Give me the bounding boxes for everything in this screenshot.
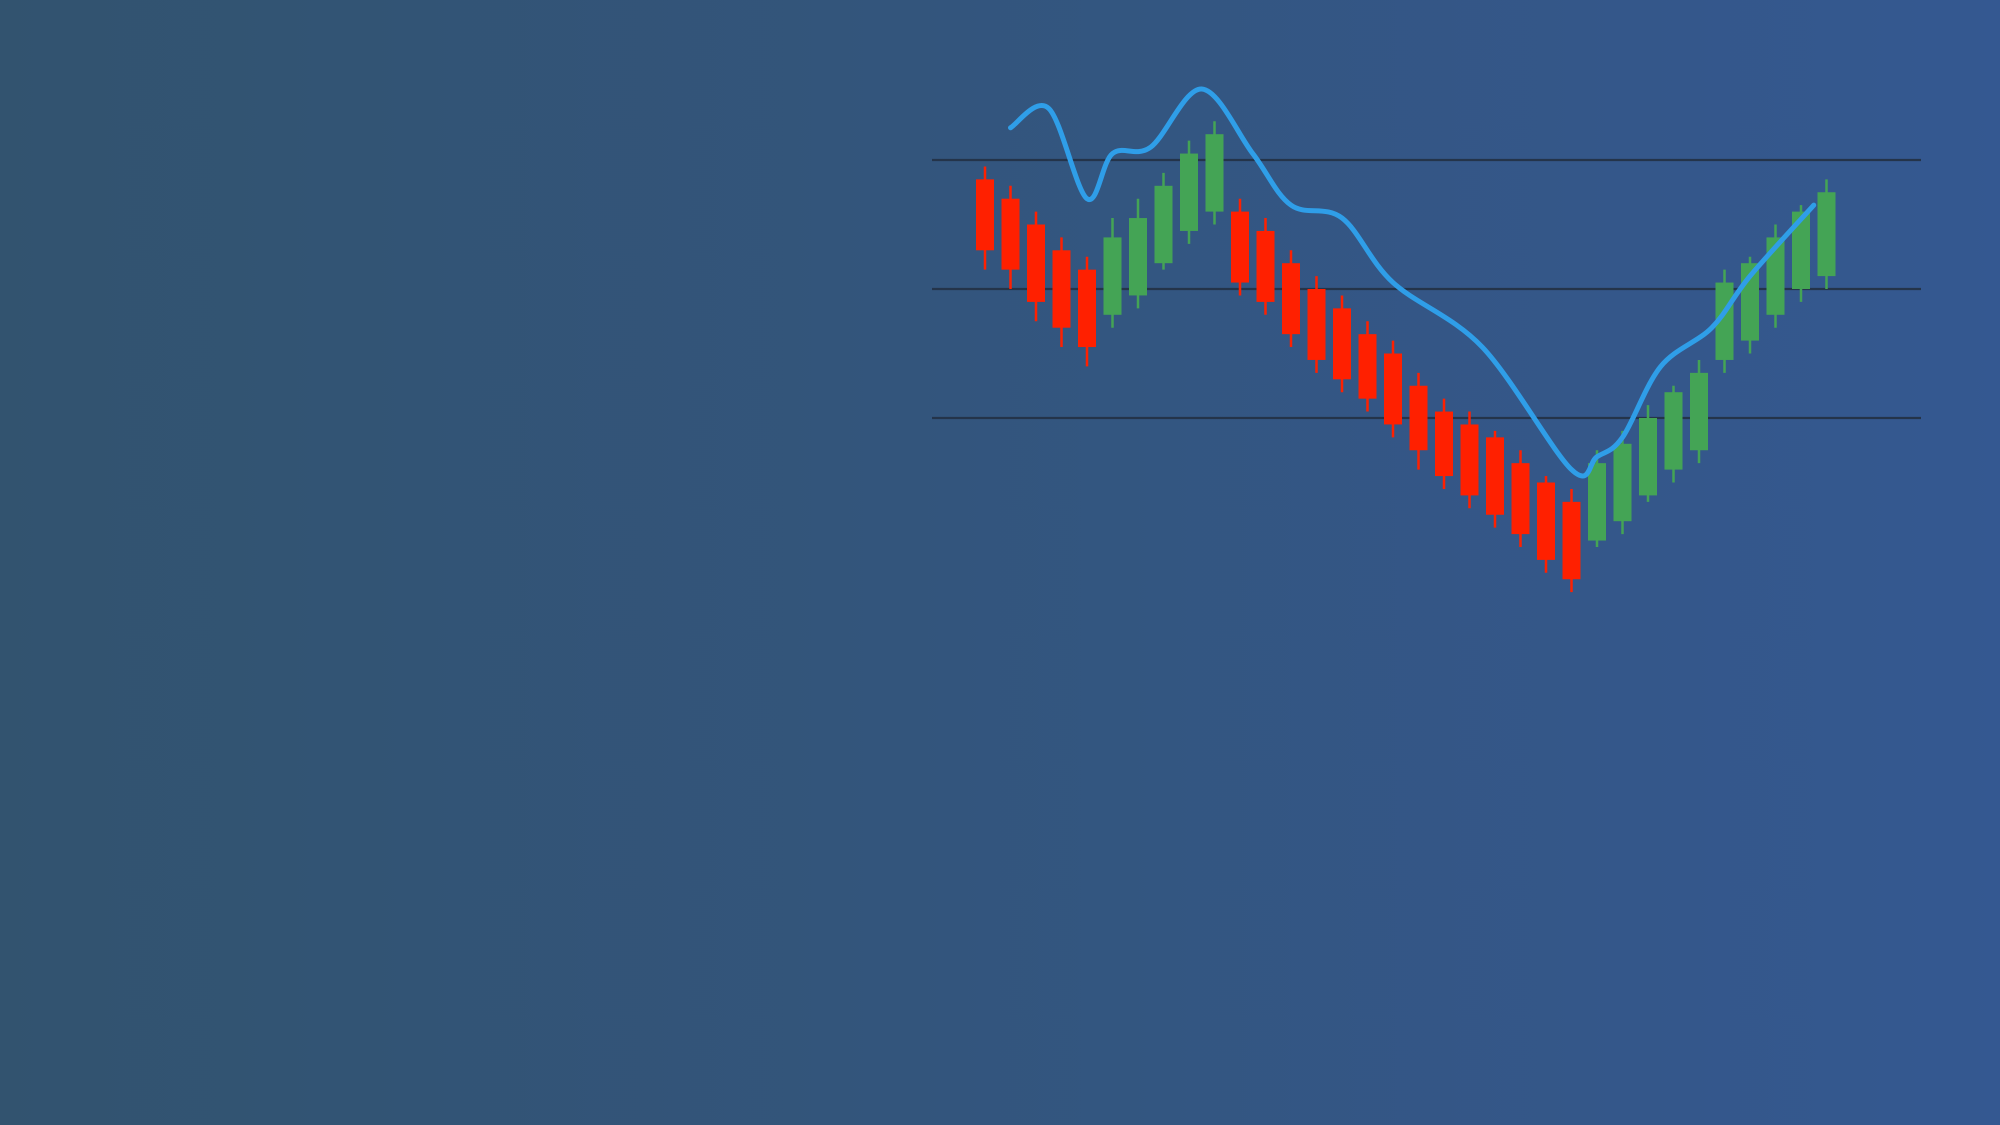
candle-body [1282,263,1300,335]
candle-body [1588,463,1606,541]
trend-line-layer [1008,86,1817,479]
candle-5-up [1103,218,1122,328]
candle-24-up [1588,450,1606,547]
trend-line [1008,86,1817,479]
candle-2-down [1027,211,1045,322]
candle-body [1435,411,1453,477]
candle-16-down [1384,340,1402,438]
candle-0-down [976,166,994,270]
candle-body [1766,237,1785,315]
candle-33-up [1817,179,1836,289]
candle-body [1384,353,1402,425]
candle-15-down [1358,321,1377,412]
candle-body [1639,418,1657,496]
candle-body [1409,385,1428,451]
candle-23-down [1562,488,1581,593]
candle-body [1460,424,1479,496]
candle-body [1562,501,1581,580]
candle-body [1486,437,1504,515]
candle-body [1690,372,1708,451]
candle-18-down [1435,398,1453,489]
candle-body [1307,289,1326,360]
candle-20-down [1486,430,1504,528]
candle-4-down [1078,256,1096,367]
candle-12-down [1282,250,1300,348]
candle-body [1103,237,1122,315]
candle-8-up [1180,140,1198,244]
candle-17-down [1409,372,1428,470]
candle-body [1001,198,1020,270]
candle-body [1613,443,1632,522]
candle-7-up [1154,172,1173,270]
candle-body [1333,308,1351,380]
candle-body [1511,463,1530,535]
candles [976,121,1836,593]
candle-6-up [1129,198,1147,309]
candle-26-up [1639,405,1657,502]
candle-body [1231,211,1249,283]
candle-body [1792,211,1810,289]
candle-21-down [1511,450,1530,547]
candle-19-down [1460,411,1479,509]
candle-13-down [1307,276,1326,373]
candle-14-down [1333,295,1351,393]
candle-body [1256,230,1275,302]
candle-body [1078,269,1096,348]
candle-25-up [1613,430,1632,535]
candle-body [1180,153,1198,231]
candle-3-down [1052,237,1071,348]
candle-body [1817,192,1836,277]
candle-body [1537,482,1555,560]
candle-10-down [1231,198,1249,296]
candle-1-down [1001,185,1020,289]
candle-9-up [1205,121,1224,225]
candle-27-up [1664,385,1683,483]
candle-body [1664,392,1683,470]
candle-body [1205,134,1224,212]
candle-body [976,179,994,251]
candle-body [1027,224,1045,302]
candle-28-up [1690,359,1708,464]
candle-body [1154,185,1173,264]
candle-22-down [1537,476,1555,573]
candle-body [1052,250,1071,328]
candle-31-up [1766,224,1785,328]
candle-11-down [1256,218,1275,315]
candle-body [1129,218,1147,296]
candle-body [1358,334,1377,399]
